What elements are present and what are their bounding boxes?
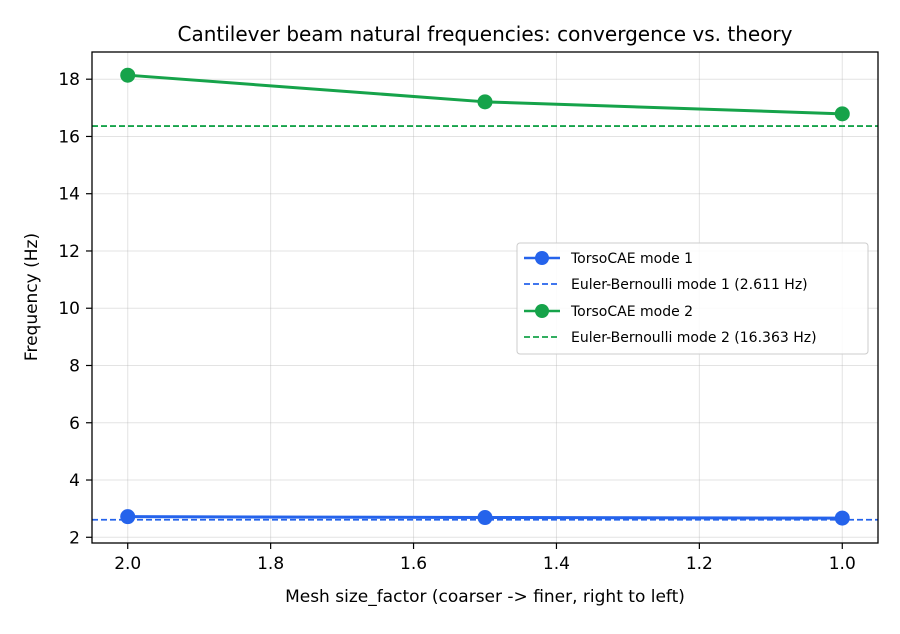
data-point-series-0 (120, 509, 136, 525)
legend-label: TorsoCAE mode 2 (570, 304, 693, 320)
data-point-series-2 (120, 67, 136, 83)
x-axis-title: Mesh size_factor (coarser -> finer, righ… (285, 587, 685, 607)
y-tick-label: 2 (69, 528, 80, 548)
plot-area-frame (91, 51, 879, 544)
x-tick-label: 1.2 (686, 554, 713, 574)
data-point-series-2 (834, 106, 850, 122)
y-tick-label: 12 (58, 242, 80, 262)
y-tick-label: 16 (58, 127, 80, 147)
x-tick-label: 1.4 (543, 554, 570, 574)
legend-label: Euler-Bernoulli mode 1 (2.611 Hz) (571, 277, 808, 293)
y-axis-title: Frequency (Hz) (22, 233, 42, 361)
data-point-series-0 (834, 510, 850, 526)
x-tick-label: 1.0 (829, 554, 856, 574)
x-tick-label: 1.8 (257, 554, 284, 574)
x-tick-label: 2.0 (114, 554, 141, 574)
data-point-series-2 (477, 94, 493, 110)
y-tick-label: 18 (58, 70, 80, 90)
y-tick-label: 14 (58, 185, 80, 205)
y-axis-ticks: 2 4 6 8 10 12 14 16 18 (58, 70, 92, 548)
y-tick-label: 8 (69, 356, 80, 376)
legend-box (516, 242, 869, 355)
legend-swatch-marker (535, 251, 549, 265)
y-tick-label: 6 (69, 414, 80, 434)
y-tick-label: 10 (58, 299, 80, 319)
legend-label: Euler-Bernoulli mode 2 (16.363 Hz) (571, 330, 817, 346)
legend-swatch-marker (535, 304, 549, 318)
legend-label: TorsoCAE mode 1 (570, 251, 693, 267)
legend: TorsoCAE mode 1 Euler-Bernoulli mode 1 (… (516, 242, 869, 355)
x-axis-ticks: 2.0 1.8 1.6 1.4 1.2 1.0 (114, 543, 856, 574)
chart-title: Cantilever beam natural frequencies: con… (177, 22, 792, 46)
y-tick-label: 4 (69, 471, 80, 491)
x-tick-label: 1.6 (400, 554, 427, 574)
series-layer (120, 67, 850, 526)
data-point-series-0 (477, 510, 493, 526)
